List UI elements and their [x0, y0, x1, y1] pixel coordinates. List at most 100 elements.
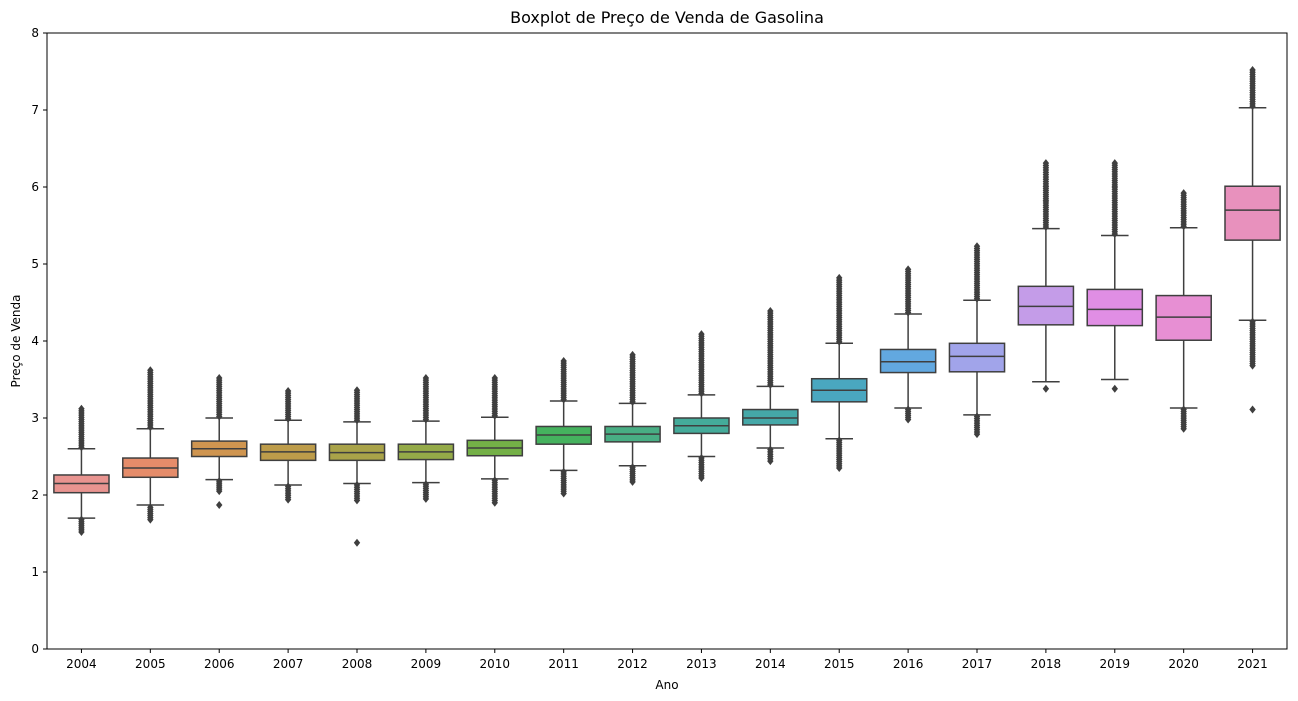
x-tick-label: 2007 — [273, 657, 304, 671]
outlier-point-high — [216, 412, 223, 421]
outlier-point-high — [353, 416, 361, 425]
iqr-box — [1017, 285, 1075, 326]
x-tick-label: 2021 — [1237, 657, 1268, 671]
outlier-point-low — [78, 527, 85, 536]
plot-frame — [46, 32, 1288, 650]
outlier-point-low — [216, 501, 223, 510]
x-tick-label: 2014 — [755, 657, 786, 671]
x-axis-label: Ano — [655, 678, 678, 692]
outlier-point-high — [1180, 222, 1187, 231]
box-2017 — [948, 242, 1006, 439]
box-2009 — [397, 373, 455, 503]
x-tick-label: 2017 — [962, 657, 993, 671]
outlier-point-high — [629, 397, 636, 406]
x-tick-label: 2015 — [824, 657, 855, 671]
y-tick-label: 0 — [31, 642, 39, 656]
box-2007 — [259, 387, 317, 504]
x-tick-label: 2004 — [66, 657, 97, 671]
outlier-point-low — [1111, 384, 1118, 393]
x-tick-label: 2020 — [1168, 657, 1199, 671]
x-tick-label: 2016 — [893, 657, 924, 671]
outlier-point-high — [904, 308, 912, 317]
box-2019 — [1086, 159, 1144, 393]
y-tick-label: 4 — [31, 334, 39, 348]
outlier-point-low — [1249, 405, 1256, 414]
box-2021 — [1224, 65, 1281, 414]
outlier-point-low — [1180, 424, 1187, 433]
x-tick-label: 2011 — [548, 657, 579, 671]
box-2016 — [879, 265, 937, 424]
outlier-point-high — [284, 414, 292, 423]
outlier-point-low — [973, 430, 981, 439]
outlier-point-low — [1042, 384, 1050, 393]
outlier-point-high — [560, 395, 567, 404]
box-2004 — [53, 404, 110, 536]
outlier-point-low — [629, 477, 636, 486]
y-tick-label: 1 — [31, 565, 39, 579]
outlier-point-low — [353, 496, 361, 505]
x-tick-label: 2008 — [342, 657, 373, 671]
outlier-point-low — [353, 538, 361, 547]
outlier-point-high — [491, 411, 498, 420]
box-2010 — [466, 373, 524, 507]
y-tick-label: 8 — [31, 26, 39, 40]
y-tick-label: 6 — [31, 180, 39, 194]
outlier-point-low — [836, 464, 843, 473]
outlier-point-high — [1111, 229, 1118, 238]
outlier-point-low — [422, 494, 430, 503]
iqr-box — [742, 408, 799, 426]
outlier-point-high — [147, 423, 154, 432]
y-axis: 0 1 2 3 4 5 6 7 8 — [31, 26, 47, 656]
outlier-point-high — [698, 389, 705, 398]
box-2005 — [122, 366, 179, 524]
x-tick-label: 2009 — [411, 657, 442, 671]
outlier-point-high — [1042, 196, 1050, 205]
x-tick-label: 2012 — [617, 657, 648, 671]
iqr-box — [879, 348, 937, 374]
outlier-point-low — [284, 495, 292, 504]
outlier-point-high — [1249, 102, 1256, 111]
x-tick-label: 2018 — [1031, 657, 1062, 671]
plot-area — [53, 65, 1281, 547]
y-tick-label: 7 — [31, 103, 39, 117]
outlier-point-high — [1042, 182, 1050, 191]
x-tick-label: 2005 — [135, 657, 166, 671]
outlier-point-high — [78, 443, 85, 452]
box-2014 — [742, 306, 799, 466]
box-2020 — [1155, 189, 1212, 433]
box-2012 — [604, 350, 661, 486]
outlier-point-high — [1111, 183, 1118, 191]
y-tick-label: 3 — [31, 411, 39, 425]
outlier-point-high — [1042, 223, 1050, 232]
iqr-box — [1086, 288, 1144, 327]
box-2006 — [190, 373, 248, 510]
x-tick-label: 2013 — [686, 657, 717, 671]
y-tick-label: 5 — [31, 257, 39, 271]
outlier-point-low — [1249, 361, 1256, 370]
outlier-point-low — [560, 489, 567, 498]
y-tick-label: 2 — [31, 488, 39, 502]
x-tick-label: 2006 — [204, 657, 235, 671]
outlier-point-high — [767, 380, 774, 389]
iqr-box — [1224, 185, 1281, 241]
x-tick-label: 2010 — [480, 657, 511, 671]
outlier-point-low — [767, 457, 774, 466]
outlier-point-low — [216, 487, 223, 496]
chart-title: Boxplot de Preço de Venda de Gasolina — [510, 8, 824, 27]
outlier-point-low — [904, 415, 912, 424]
box-2018 — [1017, 159, 1075, 393]
x-tick-label: 2019 — [1100, 657, 1131, 671]
outlier-point-low — [147, 515, 154, 524]
x-axis: 2004 2005 2006 2007 2008 2009 2010 2011 2012 2013… — [66, 649, 1268, 671]
outlier-point-low — [491, 498, 498, 507]
outlier-point-high — [973, 294, 981, 303]
iqr-box — [1155, 294, 1212, 341]
iqr-box — [948, 342, 1006, 373]
outlier-point-high — [836, 337, 843, 346]
box-2008 — [328, 386, 386, 547]
y-axis-label: Preço de Venda — [9, 295, 23, 388]
outlier-point-low — [698, 474, 705, 483]
box-2013 — [673, 330, 730, 483]
box-2011 — [535, 357, 592, 498]
